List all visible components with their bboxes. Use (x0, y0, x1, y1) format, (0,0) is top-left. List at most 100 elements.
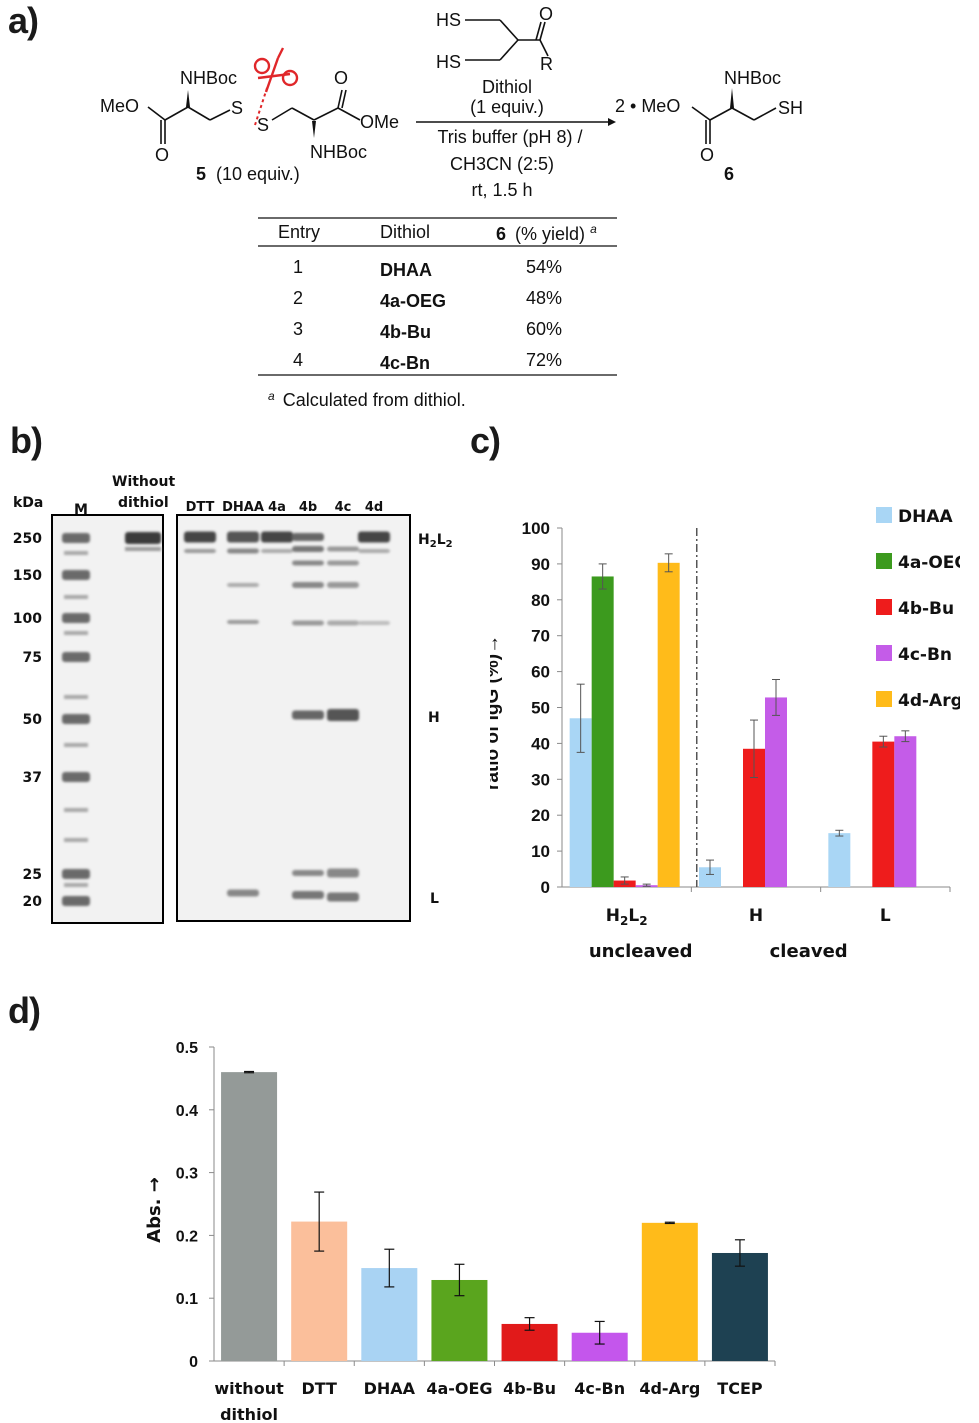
ladder-band (64, 838, 88, 842)
bar-TCEP (711, 1252, 768, 1361)
ladder-band (62, 613, 90, 623)
ladder-band (62, 772, 90, 782)
bar-4b-Bu-2 (872, 741, 895, 887)
x-category-label: H2L2 (606, 906, 648, 928)
table-cell-dithiol: 4c-Bn (380, 353, 430, 373)
mw-marker-label: 50 (23, 712, 43, 728)
legend-label: 4a-OEG (898, 553, 960, 573)
table-cell-yield: 54% (526, 257, 562, 277)
ladder-band (64, 743, 88, 747)
band-label-h2l2: H2L2 (418, 532, 453, 550)
table-header-dithiol: Dithiol (380, 222, 430, 242)
group-label-cleaved: cleaved (770, 941, 848, 962)
table-cell-yield: 72% (526, 350, 562, 370)
y-tick-label: 80 (531, 591, 550, 610)
ladder-band (64, 595, 88, 599)
gel-lane-label: DTT (186, 500, 215, 515)
group-label-uncleaved: uncleaved (589, 941, 693, 962)
legend-swatch (876, 507, 892, 523)
y-axis-label: ratio of IgG (%)→ (490, 635, 503, 790)
ladder-band (64, 883, 88, 887)
legend-swatch (876, 553, 892, 569)
reactant-equiv: (10 equiv.) (216, 164, 300, 184)
bar-DHAA-0 (569, 718, 592, 887)
product-label: 6 (724, 164, 734, 184)
table-cell-dithiol: DHAA (380, 260, 432, 280)
ladder-band (62, 533, 90, 543)
gel-band (227, 889, 259, 897)
y-tick-label: 100 (522, 519, 550, 538)
y-tick-label: 0 (189, 1354, 198, 1371)
reactant-s-2: S (257, 115, 269, 135)
gel-band (292, 891, 324, 899)
reactant-o-left: O (155, 145, 169, 165)
ladder-band (62, 869, 90, 879)
reagent-o: O (539, 4, 553, 24)
y-tick-label: 70 (531, 627, 550, 646)
panel-c-label: c) (470, 420, 501, 461)
product-prefix: 2 • MeO (615, 96, 680, 116)
gel-band (184, 549, 216, 553)
svg-text:6 (% yield) a: 6 (% yield) a (496, 222, 597, 244)
product-o: O (700, 145, 714, 165)
table-cell-entry: 2 (293, 288, 303, 308)
cleavage-line (254, 84, 269, 126)
reactant-label: 5 (196, 164, 206, 184)
bar-DHAA-1 (699, 867, 721, 887)
legend-label: DHAA (898, 507, 953, 527)
gel-band (125, 532, 161, 544)
footnote-text: Calculated from dithiol. (283, 390, 466, 410)
legend-label: 4d-Arg (898, 691, 960, 711)
gel-band (292, 620, 324, 626)
reaction-scheme: MeO O NHBoc S S O OMe NHBoc 5 (10 equiv.… (100, 4, 803, 410)
table-cell-entry: 4 (293, 350, 303, 370)
reactant-nhboc-top: NHBoc (180, 68, 237, 88)
legend-label: 4c-Bn (898, 645, 952, 665)
mw-marker-label: 150 (13, 568, 42, 584)
table-cell-entry: 3 (293, 319, 303, 339)
bar-4c-Bn-1 (765, 697, 787, 887)
y-tick-label: 0.5 (176, 1040, 198, 1057)
gel-band (327, 560, 359, 566)
reagent-r: R (540, 54, 553, 74)
table-cell-entry: 1 (293, 257, 303, 277)
ladder-band (64, 808, 88, 812)
x-category-label: 4c-Bn (574, 1379, 625, 1398)
bar-4b-Bu-1 (743, 748, 765, 887)
table-header-entry: Entry (278, 222, 320, 242)
bar-DHAA-2 (828, 833, 851, 887)
bar-4a-OEG-0 (591, 576, 614, 887)
kda-label: kDa (13, 495, 43, 511)
without-dithiol-2: dithiol (118, 495, 169, 511)
reagent-line-4: CH3CN (2:5) (450, 154, 554, 174)
x-category-label: 4a-OEG (426, 1379, 492, 1398)
gel-band (327, 709, 359, 721)
table-header-footmark: a (590, 222, 597, 236)
gel-band (292, 582, 324, 588)
mw-marker-label: 75 (23, 650, 42, 666)
gel-band (327, 546, 359, 552)
table-cell-yield: 60% (526, 319, 562, 339)
mw-marker-label: 37 (23, 770, 42, 786)
product-sh: SH (778, 98, 803, 118)
gel-band (327, 892, 359, 902)
svg-text:5 (10 equiv.): 5 (10 equiv.) (196, 164, 300, 184)
reagent-hs-bottom: HS (436, 52, 461, 72)
reagent-line-2: (1 equiv.) (470, 97, 544, 117)
gel-band (292, 533, 324, 541)
panel-b-label: b) (10, 420, 43, 461)
y-tick-label: 50 (531, 699, 550, 718)
reagent-line-3: Tris buffer (pH 8) / (437, 127, 582, 147)
y-tick-label: 0.4 (176, 1103, 198, 1120)
y-tick-label: 0 (541, 878, 550, 897)
mw-marker-label: 25 (23, 867, 42, 883)
x-category-label: without (214, 1379, 284, 1398)
table-header-yield: (% yield) (515, 224, 585, 244)
svg-text:a Calculated from dithiol.: a Calculated from dithiol. (268, 384, 466, 410)
gel-band (358, 621, 390, 625)
y-tick-label: 30 (531, 770, 550, 789)
gel-lane-label: 4d (365, 500, 383, 515)
mw-marker-label: 100 (13, 611, 42, 627)
gel-band (227, 548, 259, 554)
x-category-label: TCEP (717, 1379, 763, 1398)
